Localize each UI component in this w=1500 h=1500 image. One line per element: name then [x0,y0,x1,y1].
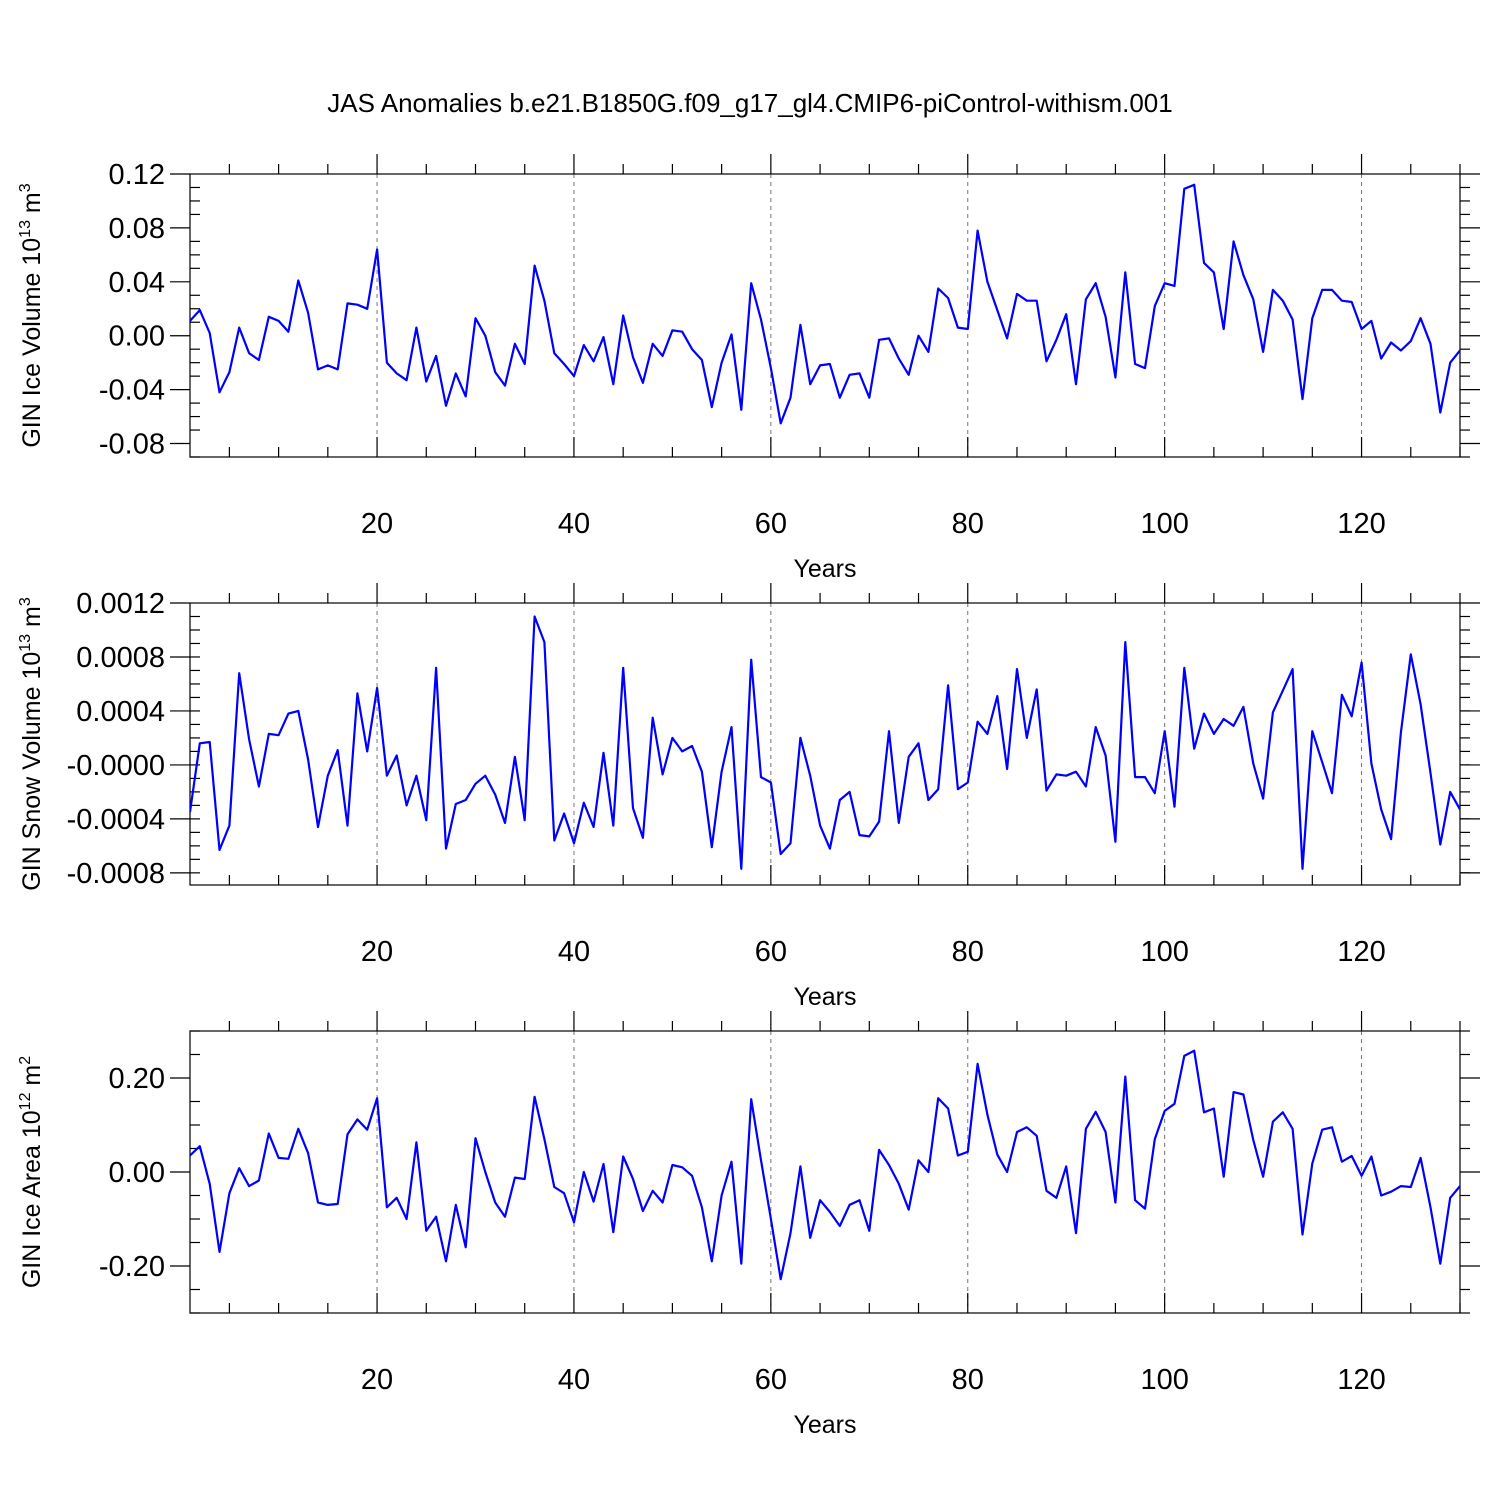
x-tick-label: 120 [1337,1364,1385,1396]
x-tick-label: 20 [361,508,393,540]
x-tick-label: 60 [755,936,787,968]
y-tick-label: -0.04 [99,375,165,407]
x-tick-label: 40 [558,1364,590,1396]
y-tick-label: 0.04 [109,267,165,299]
panel-1: -0.08 -0.04 0.00 0.04 0.08 0.12 20 40 60 80 100 120… [17,154,1480,583]
y-tick-label: 0.00 [109,1157,165,1189]
series-line [190,183,1460,425]
x-axis-label: Years [793,1411,856,1439]
y-tick-label: -0.0008 [67,858,165,890]
plot-frame [189,602,1461,886]
chart-title: JAS Anomalies b.e21.B1850G.f09_g17_gl4.C… [327,88,1172,118]
panel-2: -0.0008 -0.0004 -0.0000 0.0004 0.0008 0.0012 2… [17,583,1480,1011]
plot-frame [189,1030,1461,1314]
y-tick-label: 0.00 [109,321,165,353]
x-tick-label: 80 [952,1364,984,1396]
x-tick-label: 120 [1337,508,1385,540]
x-tick-label: 60 [755,508,787,540]
y-tick-label: 0.08 [109,213,165,245]
y-tick-label: 0.12 [109,159,165,191]
x-tick-label: 60 [755,1364,787,1396]
y-tick-label: 0.0008 [76,642,165,674]
x-tick-label: 100 [1140,1364,1188,1396]
y-tick-label: 0.0012 [76,588,165,620]
series-line [190,1049,1460,1281]
y-tick-label: 0.20 [109,1063,165,1095]
y-tick-label: -0.20 [99,1251,165,1283]
x-tick-label: 40 [558,936,590,968]
y-axis-label: GIN Ice Area 1012 m2 [17,1056,46,1288]
y-axis-label: GIN Snow Volume 1013 m3 [17,597,46,891]
x-tick-label: 120 [1337,936,1385,968]
plot-frame [189,173,1461,458]
y-tick-label: 0.0004 [76,696,165,728]
x-axis-label: Years [793,555,856,583]
series-line [190,615,1460,870]
y-tick-label: -0.08 [99,429,165,461]
x-tick-label: 80 [952,936,984,968]
x-tick-label: 100 [1140,936,1188,968]
x-tick-label: 20 [361,936,393,968]
panels: -0.08 -0.04 0.00 0.04 0.08 0.12 20 40 60 80 100 120… [17,154,1480,1439]
y-tick-label: -0.0000 [67,750,165,782]
y-tick-label: -0.0004 [67,804,165,836]
x-axis-label: Years [793,983,856,1011]
panel-3: -0.20 0.00 0.20 20 40 60 80 100 120 Years GIN Ice … [17,1011,1480,1439]
x-tick-label: 100 [1140,508,1188,540]
x-tick-label: 80 [952,508,984,540]
x-tick-label: 40 [558,508,590,540]
y-axis-label: GIN Ice Volume 1013 m3 [17,183,46,447]
x-tick-label: 20 [361,1364,393,1396]
